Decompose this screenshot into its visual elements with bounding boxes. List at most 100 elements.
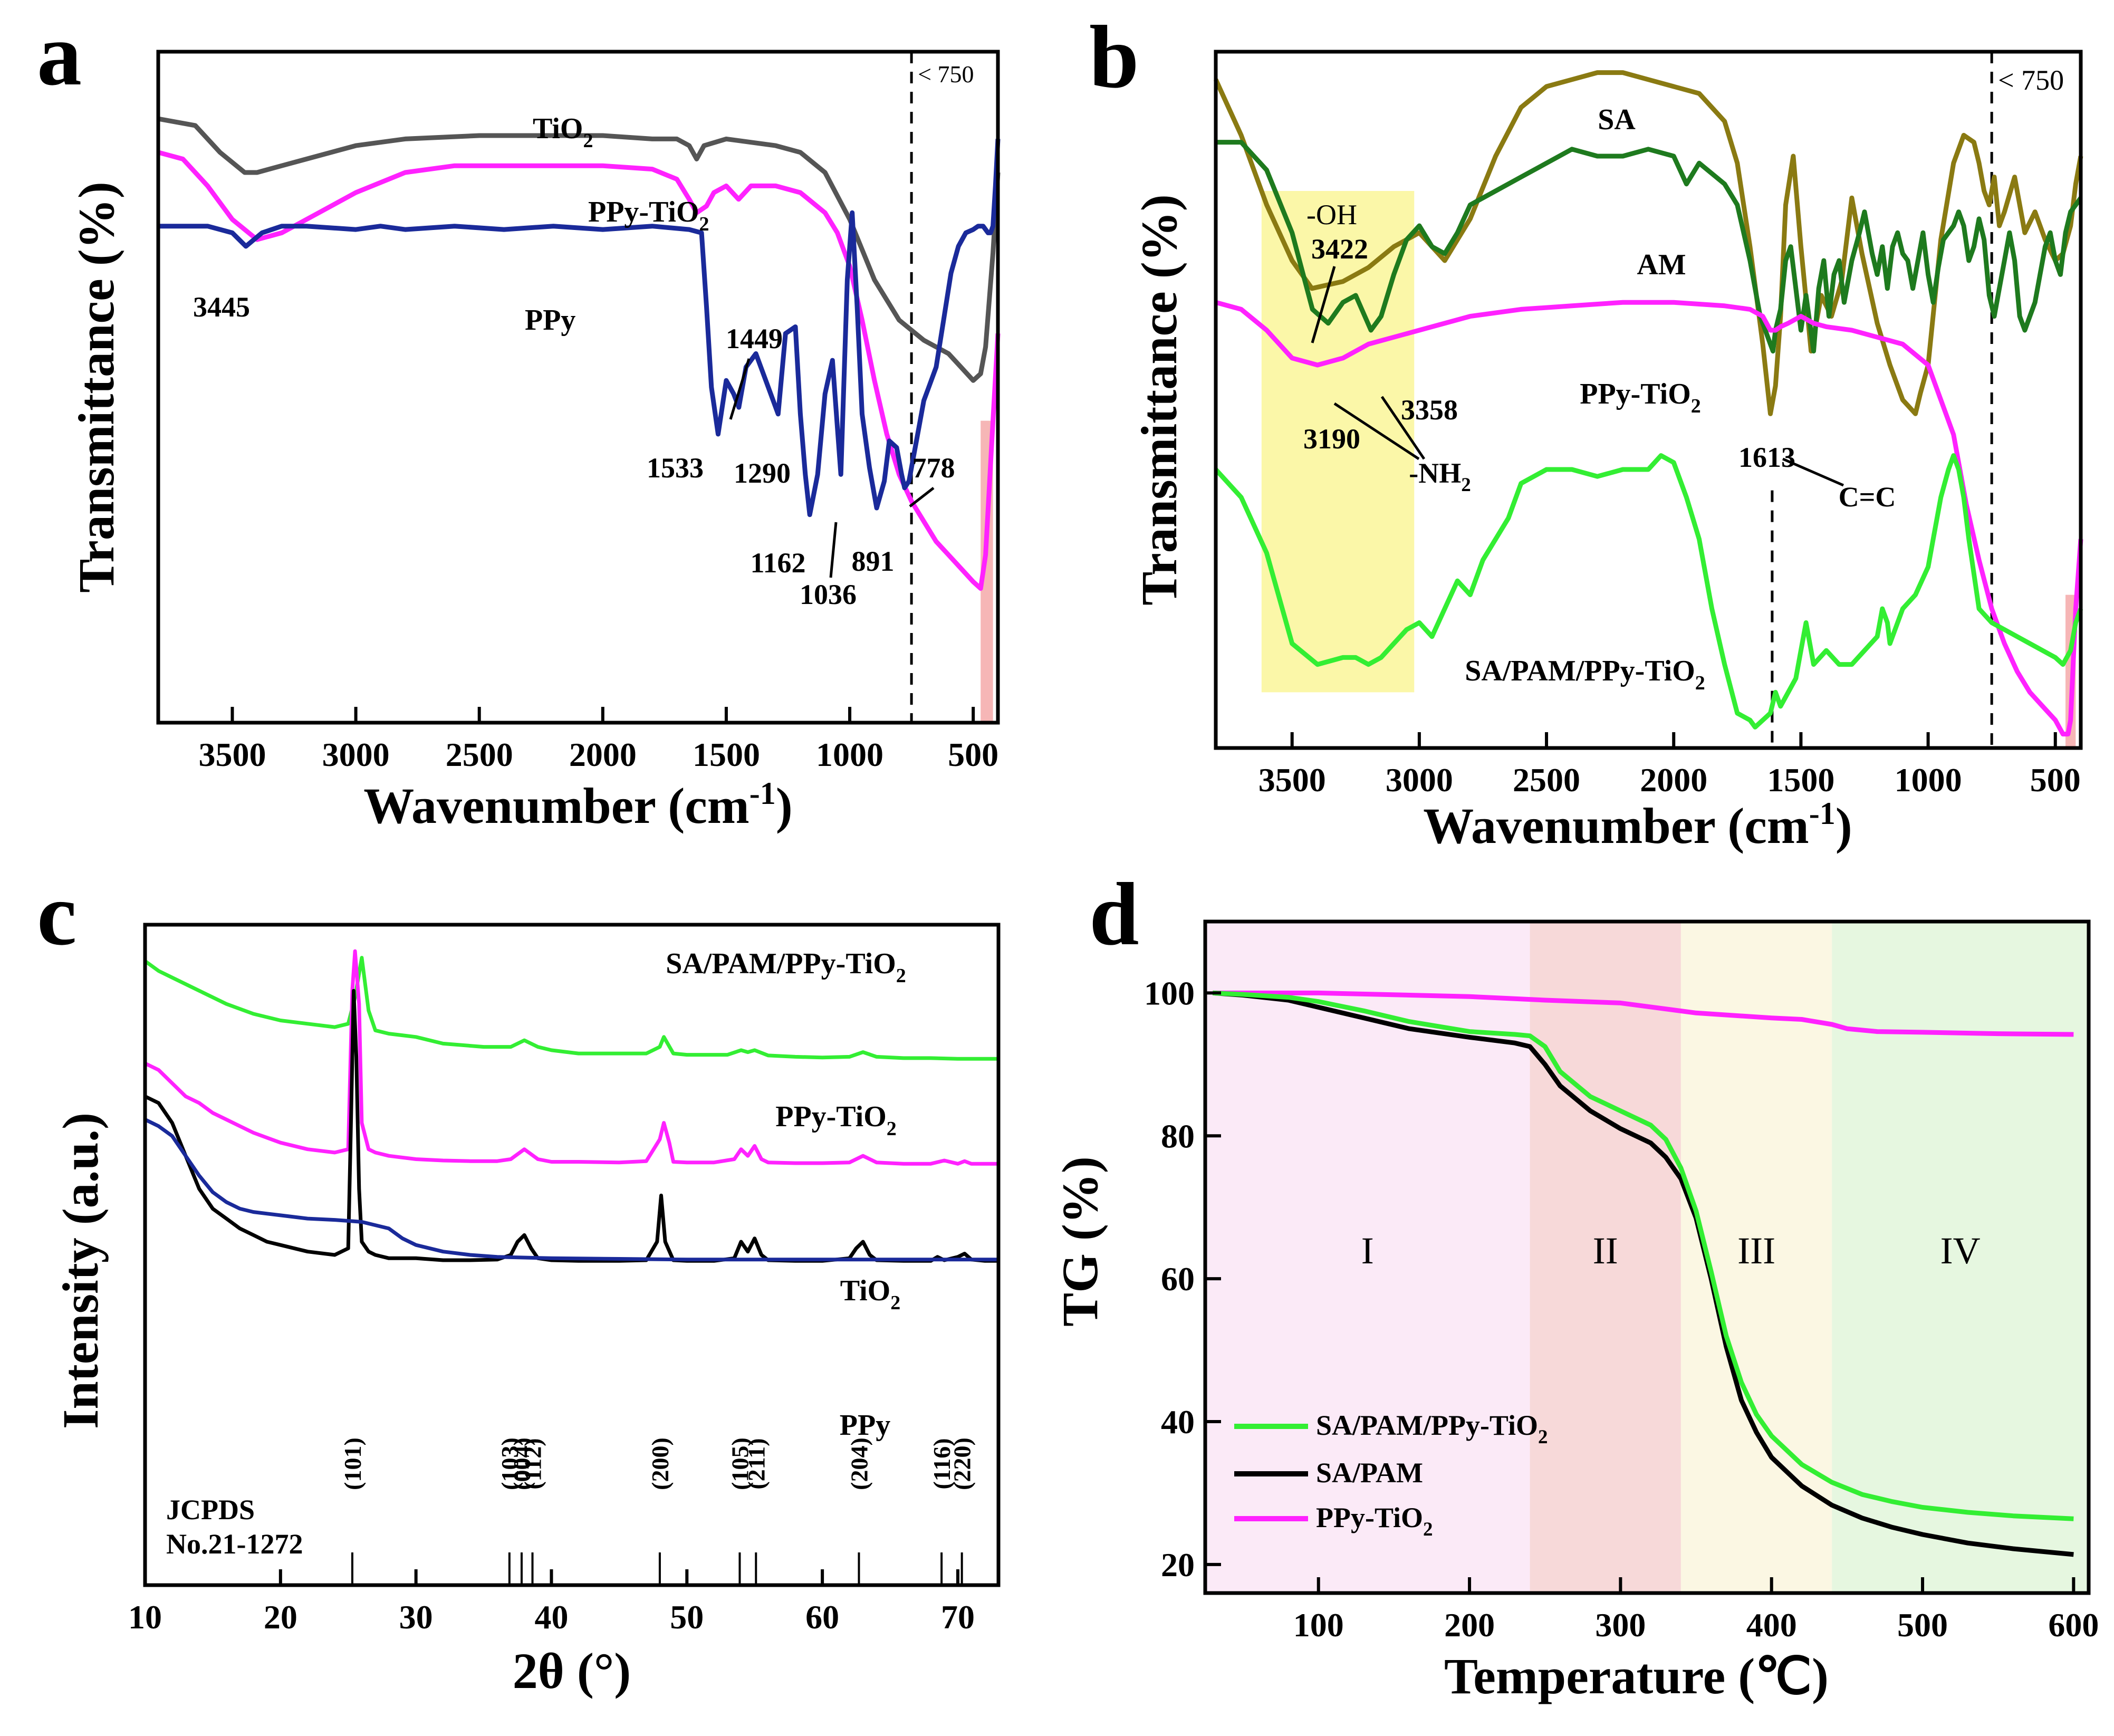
panel-label-a: a xyxy=(37,5,82,104)
peak-hkl-label: (200) xyxy=(647,1437,674,1490)
series-line-3 xyxy=(1214,453,2083,730)
series-label-ppy: PPy xyxy=(525,304,575,337)
annotation: 778 xyxy=(912,452,955,484)
series-line-2 xyxy=(1213,990,2074,1037)
x-tick-label: 200 xyxy=(1444,1606,1495,1644)
series-label: TiO2 xyxy=(840,1274,900,1314)
annotation: C=C xyxy=(1839,481,1896,513)
series-label: PPy xyxy=(840,1409,890,1442)
series-line-0 xyxy=(1213,990,2074,1521)
series-line-0 xyxy=(143,956,998,1061)
x-tick-label: 2000 xyxy=(1640,761,1707,799)
plot-frame xyxy=(156,50,1000,725)
series-line-0 xyxy=(158,116,1001,383)
x-axis-label: Wavenumber (cm-1) xyxy=(1423,796,1852,854)
peak-hkl-label: (204) xyxy=(845,1437,872,1490)
reference-label: No.21-1272 xyxy=(166,1528,303,1560)
y-axis-label: Transmittance (%) xyxy=(1131,194,1187,605)
annotation-arrow xyxy=(729,358,751,420)
stage-label: II xyxy=(1593,1230,1618,1272)
series-label-ppy-tio2: PPy-TiO2 xyxy=(1580,378,1701,417)
annotation: -NH2 xyxy=(1409,457,1471,496)
plot-frame xyxy=(143,923,1001,1587)
x-axis-label: Wavenumber (cm-1) xyxy=(363,776,792,834)
peak-hkl-label: (211) xyxy=(743,1438,770,1489)
y-tick-label: 80 xyxy=(1161,1117,1195,1155)
cutoff-label: < 750 xyxy=(918,61,974,88)
x-tick-label: 20 xyxy=(264,1598,297,1636)
annotation: 3422 xyxy=(1311,233,1368,265)
annotation: 1036 xyxy=(800,579,857,610)
reference-label: JCPDS xyxy=(166,1494,255,1526)
series-label-am: AM xyxy=(1637,248,1686,281)
x-tick-label: 300 xyxy=(1595,1606,1646,1644)
y-tick-label: 20 xyxy=(1161,1546,1195,1584)
peak-hkl-label: (101) xyxy=(339,1437,366,1490)
plot-frame xyxy=(1203,919,2091,1595)
x-tick-label: 500 xyxy=(1897,1606,1948,1644)
series-line-2 xyxy=(144,989,998,1263)
series-line-2 xyxy=(158,139,1001,517)
series-label-sa-pam-ppy-tio2: SA/PAM/PPy-TiO2 xyxy=(1465,655,1705,694)
series-line-1 xyxy=(157,150,1001,591)
x-tick-label: 400 xyxy=(1746,1606,1797,1644)
x-tick-label: 1000 xyxy=(1895,761,1962,799)
x-tick-label: 2500 xyxy=(446,736,513,773)
legend-label: SA/PAM/PPy-TiO2 xyxy=(1316,1409,1548,1448)
legend-label: PPy-TiO2 xyxy=(1316,1502,1433,1540)
x-tick-label: 600 xyxy=(2048,1606,2099,1644)
series-line-3 xyxy=(144,1118,998,1262)
x-tick-label: 1000 xyxy=(816,736,883,773)
x-tick-label: 30 xyxy=(399,1598,433,1636)
x-tick-label: 1500 xyxy=(693,736,760,773)
y-axis-label: Transmittance (%) xyxy=(68,181,124,592)
annotation: 1533 xyxy=(647,452,704,484)
stage-zone xyxy=(1530,922,1681,1593)
x-tick-label: 10 xyxy=(128,1598,162,1636)
x-tick-label: 500 xyxy=(948,736,998,773)
stage-label: IV xyxy=(1940,1230,1981,1272)
x-tick-label: 3500 xyxy=(198,736,266,773)
y-axis-label: TG (%) xyxy=(1052,1156,1108,1327)
x-tick-label: 70 xyxy=(941,1598,975,1636)
peak-hkl-label: (004) xyxy=(508,1437,535,1490)
x-tick-label: 3000 xyxy=(1386,761,1453,799)
panel-label-b: b xyxy=(1089,7,1139,107)
peak-hkl-label: (220) xyxy=(949,1437,976,1490)
panel-a: < 750 3500 3000 2500 2000 1500 1000 500 Wavenumb… xyxy=(37,5,1001,834)
x-tick-label: 500 xyxy=(2030,761,2081,799)
y-tick-label: 60 xyxy=(1161,1260,1195,1298)
annotation: 1162 xyxy=(750,547,805,579)
annotation: 3445 xyxy=(193,291,250,323)
x-tick-label: 3000 xyxy=(322,736,390,773)
annotation-arrow xyxy=(1333,402,1420,461)
series-line-1 xyxy=(1216,140,2083,354)
y-axis-label: Intensity (a.u.) xyxy=(52,1112,109,1429)
annotation: 891 xyxy=(852,545,895,577)
panel-label-d: d xyxy=(1089,865,1139,964)
annotation: 3190 xyxy=(1303,423,1360,455)
y-tick-label: 40 xyxy=(1161,1403,1195,1441)
x-axis-label: 2θ (°) xyxy=(513,1643,631,1699)
annotation: -OH xyxy=(1306,199,1357,231)
x-tick-label: 50 xyxy=(670,1598,704,1636)
series-label-tio2: TiO2 xyxy=(533,112,593,152)
series-line-2 xyxy=(1215,300,2083,737)
series-label-ppy-tio2: PPy-TiO2 xyxy=(588,196,709,235)
highlight-region xyxy=(1261,191,1415,693)
x-tick-label: 3500 xyxy=(1258,761,1326,799)
x-tick-label: 2000 xyxy=(569,736,637,773)
annotation-arrow xyxy=(829,522,838,578)
series-label-sa: SA xyxy=(1598,103,1636,136)
annotation: 1449 xyxy=(726,323,783,354)
series-label: PPy-TiO2 xyxy=(775,1100,897,1140)
stage-label: III xyxy=(1737,1230,1775,1272)
panel-c: 10 20 30 40 50 60 70 2θ (°) Intensity (a.u.) c SA/… xyxy=(37,865,1001,1699)
cutoff-label: < 750 xyxy=(1998,64,2064,96)
x-tick-label: 1500 xyxy=(1767,761,1834,799)
stage-label: I xyxy=(1361,1230,1374,1272)
series-label: SA/PAM/PPy-TiO2 xyxy=(666,947,906,987)
annotation: 1290 xyxy=(734,457,791,489)
